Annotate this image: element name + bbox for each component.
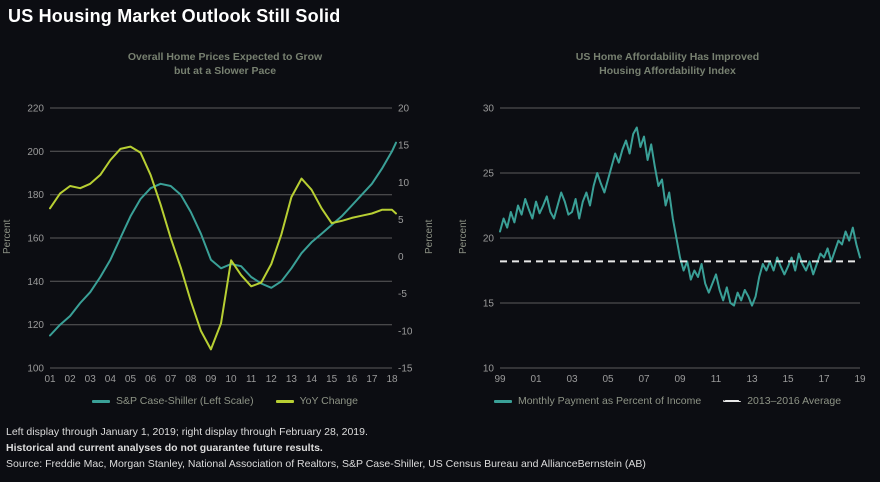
legend-item-average: 2013–2016 Average <box>723 395 841 407</box>
svg-text:99: 99 <box>494 374 506 385</box>
left-chart-title-line1: Overall Home Prices Expected to Grow <box>127 51 323 63</box>
svg-text:04: 04 <box>105 374 117 385</box>
right-chart-legend: Monthly Payment as Percent of Income 201… <box>455 393 880 409</box>
svg-text:120: 120 <box>27 320 44 331</box>
svg-text:09: 09 <box>674 374 686 385</box>
svg-text:11: 11 <box>711 374 722 385</box>
svg-text:15: 15 <box>782 374 794 385</box>
right-chart-title-line2: Housing Affordability Index <box>599 65 736 77</box>
svg-text:140: 140 <box>27 277 44 288</box>
right-chart-title-line1: US Home Affordability Has Improved <box>575 51 760 63</box>
legend-item-yoy-change: YoY Change <box>275 395 358 407</box>
svg-text:15: 15 <box>483 299 495 310</box>
svg-text:01: 01 <box>44 374 56 385</box>
legend-item-case-shiller: S&P Case-Shiller (Left Scale) <box>92 395 254 407</box>
svg-text:17: 17 <box>818 374 830 385</box>
svg-text:0: 0 <box>398 252 404 263</box>
footnote-source: Source: Freddie Mac, Morgan Stanley, Nat… <box>6 458 646 470</box>
right-chart-title: US Home Affordability Has Improved Housi… <box>455 50 880 78</box>
svg-text:-15: -15 <box>398 364 413 375</box>
svg-text:09: 09 <box>205 374 217 385</box>
average-legend-label: 2013–2016 Average <box>747 395 842 407</box>
left-chart-title-line2: but at a Slower Pace <box>173 65 277 77</box>
svg-text:11: 11 <box>246 374 257 385</box>
monthly-payment-line-swatch <box>493 399 512 403</box>
svg-text:200: 200 <box>27 147 44 158</box>
svg-text:14: 14 <box>306 374 318 385</box>
svg-text:15: 15 <box>326 374 338 385</box>
svg-text:30: 30 <box>483 104 495 115</box>
svg-text:160: 160 <box>27 234 44 245</box>
svg-text:19: 19 <box>854 374 866 385</box>
svg-text:01: 01 <box>530 374 542 385</box>
svg-text:-5: -5 <box>398 289 407 300</box>
footnote-disclaimer: Historical and current analyses do not g… <box>6 442 323 454</box>
svg-text:06: 06 <box>145 374 157 385</box>
svg-text:-10: -10 <box>398 326 413 337</box>
svg-text:02: 02 <box>65 374 77 385</box>
svg-text:25: 25 <box>483 169 495 180</box>
left-chart-legend: S&P Case-Shiller (Left Scale) YoY Change <box>0 393 450 409</box>
svg-text:220: 220 <box>27 104 44 115</box>
svg-text:13: 13 <box>286 374 298 385</box>
monthly-payment-legend-label: Monthly Payment as Percent of Income <box>517 395 702 407</box>
left-chart-title: Overall Home Prices Expected to Grow but… <box>0 50 450 78</box>
legend-item-monthly-payment: Monthly Payment as Percent of Income <box>493 395 702 407</box>
svg-text:10: 10 <box>398 178 410 189</box>
svg-text:5: 5 <box>398 215 404 226</box>
svg-text:08: 08 <box>185 374 197 385</box>
svg-text:20: 20 <box>398 104 410 115</box>
svg-text:03: 03 <box>85 374 97 385</box>
svg-text:180: 180 <box>27 190 44 201</box>
footnote-display-dates: Left display through January 1, 2019; ri… <box>6 426 368 438</box>
svg-text:10: 10 <box>483 364 495 375</box>
svg-text:18: 18 <box>386 374 398 385</box>
case-shiller-legend-label: S&P Case-Shiller (Left Scale) <box>116 395 254 407</box>
svg-text:20: 20 <box>483 234 495 245</box>
case-shiller-line-swatch <box>92 399 111 403</box>
svg-text:05: 05 <box>125 374 137 385</box>
svg-text:03: 03 <box>566 374 578 385</box>
average-dashed-line-swatch <box>723 400 742 402</box>
svg-text:05: 05 <box>602 374 614 385</box>
svg-text:07: 07 <box>165 374 177 385</box>
yoy-change-legend-label: YoY Change <box>299 395 358 407</box>
svg-text:12: 12 <box>266 374 278 385</box>
svg-text:13: 13 <box>746 374 758 385</box>
page-title: US Housing Market Outlook Still Solid <box>8 6 341 26</box>
svg-text:16: 16 <box>346 374 358 385</box>
svg-text:10: 10 <box>225 374 237 385</box>
svg-text:17: 17 <box>366 374 378 385</box>
yoy-change-line-swatch <box>275 399 294 403</box>
svg-text:15: 15 <box>398 141 410 152</box>
svg-text:07: 07 <box>638 374 650 385</box>
footnotes: Left display through January 1, 2019; ri… <box>6 424 866 472</box>
home-prices-chart: 220 200 180 160 140 120 100 20 15 10 5 0 -5 -10 -15 01 0… <box>27 104 413 386</box>
svg-text:100: 100 <box>27 364 44 375</box>
